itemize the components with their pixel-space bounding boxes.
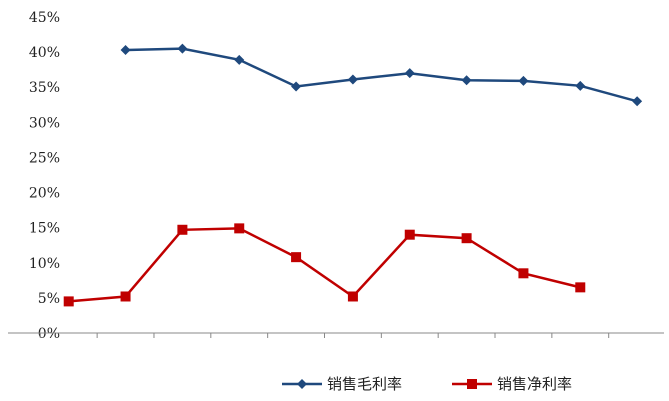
legend-item: 销售净利率	[452, 375, 572, 393]
data-point-diamond	[234, 54, 245, 65]
data-point-square	[120, 291, 131, 302]
data-point-diamond	[120, 45, 131, 56]
legend-item: 销售毛利率	[282, 375, 402, 393]
legend-marker-square	[467, 379, 477, 389]
y-tick-label: 45%	[29, 10, 60, 26]
series-line	[125, 47, 638, 103]
legend-label: 销售毛利率	[327, 375, 402, 393]
data-point-square	[63, 296, 74, 307]
y-tick-label: 10%	[29, 256, 60, 272]
legend: 销售毛利率 销售净利率	[282, 375, 572, 393]
series-gross-margin	[120, 43, 643, 107]
data-point-square	[461, 233, 472, 244]
data-point-diamond	[404, 68, 415, 79]
data-point-square	[347, 291, 358, 302]
y-tick-label: 5%	[38, 291, 60, 307]
axis-layer: 0% 5% 10% 15% 20% 25% 30% 35% 40% 45%	[8, 10, 664, 342]
data-point-diamond	[461, 75, 472, 86]
data-point-square	[404, 229, 415, 240]
data-point-diamond	[632, 96, 643, 107]
series-net-margin	[63, 223, 586, 307]
data-point-diamond	[291, 81, 302, 92]
series-line	[68, 227, 581, 303]
y-tick-label: 35%	[29, 80, 60, 96]
y-tick-label: 40%	[29, 45, 60, 61]
y-tick-label: 20%	[29, 186, 60, 202]
data-point-diamond	[575, 80, 586, 91]
data-point-diamond	[347, 74, 358, 85]
series-layer	[63, 43, 643, 307]
legend-marker-diamond	[297, 379, 307, 389]
data-point-square	[291, 252, 302, 263]
legend-label: 销售净利率	[497, 375, 572, 393]
y-tick-label: 30%	[29, 115, 60, 131]
data-point-diamond	[177, 43, 188, 54]
data-point-square	[518, 268, 529, 279]
y-tick-label: 25%	[29, 150, 60, 166]
y-tick-label: 0%	[38, 326, 60, 342]
data-point-square	[575, 282, 586, 293]
data-point-square	[177, 224, 188, 235]
data-point-square	[234, 223, 245, 234]
data-point-diamond	[518, 75, 529, 86]
y-tick-label: 15%	[29, 221, 60, 237]
